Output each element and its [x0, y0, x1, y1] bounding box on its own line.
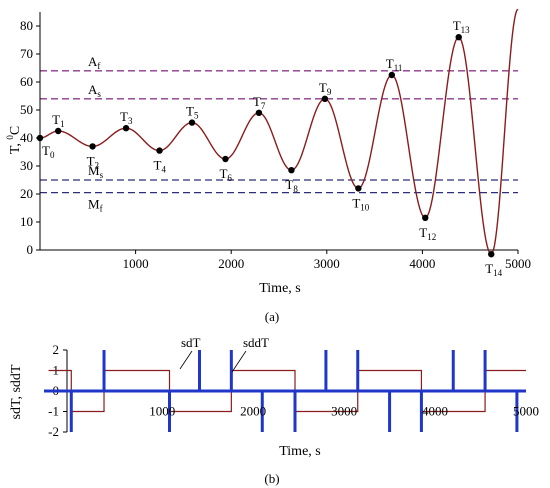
- point-label-t11: T11: [386, 56, 403, 73]
- sdT-line: [48, 369, 526, 413]
- x-tick-label: 3000: [314, 256, 340, 271]
- x-ticks: 1000 2000 3000 4000 5000: [123, 250, 531, 271]
- ref-label-mf: Mf: [88, 197, 103, 214]
- series-labels: sdT sddT: [179, 335, 269, 373]
- y-tick-label: 10: [20, 214, 33, 229]
- reference-lines: Af As Ms Mf: [40, 54, 518, 214]
- point-label-t7: T7: [253, 94, 266, 111]
- point-t5: [188, 119, 196, 126]
- point-t14: [488, 251, 495, 258]
- x-tick-label-b: 4000: [422, 404, 448, 419]
- point-label-t6: T6: [219, 166, 232, 183]
- x-tick-label: 5000: [505, 256, 531, 271]
- y-tick-label: 50: [20, 102, 33, 117]
- point-label-t5: T5: [186, 104, 199, 121]
- sddT-label: sddT: [243, 335, 269, 350]
- y-tick-label: 80: [20, 18, 33, 33]
- x-tick-label: 4000: [409, 256, 435, 271]
- point-label-t10: T10: [352, 195, 369, 212]
- x-tick-label-b: 5000: [513, 404, 539, 419]
- point-t0: [36, 134, 44, 142]
- point-t10: [355, 185, 362, 192]
- point-t1: [54, 127, 62, 135]
- y-axis-label: T, 0C: [5, 126, 23, 154]
- point-t11: [388, 71, 396, 79]
- y-tick-label: 0: [27, 242, 34, 257]
- ref-label-ms: Ms: [88, 163, 104, 180]
- x-axis-label: Time, s: [259, 281, 301, 296]
- x-tick-label-b: 3000: [331, 404, 357, 419]
- sdT-series: [48, 369, 526, 413]
- point-t12: [422, 214, 429, 221]
- x-tick-label-b: 1000: [149, 404, 175, 419]
- point-t9: [321, 95, 329, 103]
- ref-label-af: Af: [88, 54, 100, 71]
- point-label-t13: T13: [453, 18, 470, 35]
- point-t6: [222, 155, 229, 163]
- x-tick-label-b: 2000: [240, 404, 266, 419]
- panel-a-chart: Af As Ms Mf 0 10 20 30 40 50 60 70 80 1000 2000 3000 4…: [5, 8, 531, 324]
- x-tick-label: 1000: [123, 256, 149, 271]
- x-axis-label-b: Time, s: [279, 444, 321, 459]
- ref-label-as: As: [88, 82, 101, 99]
- y-tick-label: 70: [20, 46, 33, 61]
- point-label-t8: T8: [285, 177, 298, 194]
- y-tick-label: 40: [20, 130, 33, 145]
- y-axis-label-b: sdT, sddT: [9, 364, 24, 419]
- sddT-leader: [231, 350, 247, 373]
- point-t4: [156, 147, 163, 154]
- point-label-t4: T4: [154, 158, 167, 175]
- panel-a-caption: (a): [265, 309, 279, 324]
- y-tick-label-b: -2: [48, 424, 59, 439]
- panel-b-caption: (b): [264, 471, 279, 486]
- point-t8: [288, 167, 295, 174]
- y-tick-label: 60: [20, 74, 33, 89]
- temperature-curve: [39, 8, 519, 256]
- sdT-leader: [179, 350, 193, 370]
- point-label-t3: T3: [120, 109, 133, 126]
- point-label-t0: T0: [42, 143, 55, 160]
- point-label-t14: T14: [485, 261, 502, 278]
- sdT-label: sdT: [181, 335, 201, 350]
- x-tick-label: 2000: [218, 256, 244, 271]
- axes-frame: [39, 12, 518, 251]
- y-tick-label-b: 2: [53, 342, 60, 357]
- point-t7: [255, 109, 263, 117]
- y-tick-label-b: -1: [48, 404, 59, 419]
- point-label-t1: T1: [52, 112, 64, 129]
- y-ticks: 0 10 20 30 40 50 60 70 80: [20, 18, 40, 257]
- point-label-t12: T12: [419, 225, 436, 242]
- point-t3: [122, 125, 130, 132]
- y-tick-label: 20: [20, 186, 33, 201]
- point-t13: [455, 34, 462, 41]
- point-label-t2: T2: [87, 153, 99, 170]
- point-t2: [89, 143, 96, 150]
- y-tick-label: 30: [20, 158, 33, 173]
- x-ticks-b: 1000 2000 3000 4000 5000: [149, 404, 539, 419]
- point-label-t9: T9: [319, 80, 332, 97]
- labeled-points: T0 T1 T2 T3 T4 T5 T6 T7 T8 T9 T10 T11 T12 T13 T14: [36, 18, 503, 278]
- sddT-series: [69, 350, 519, 432]
